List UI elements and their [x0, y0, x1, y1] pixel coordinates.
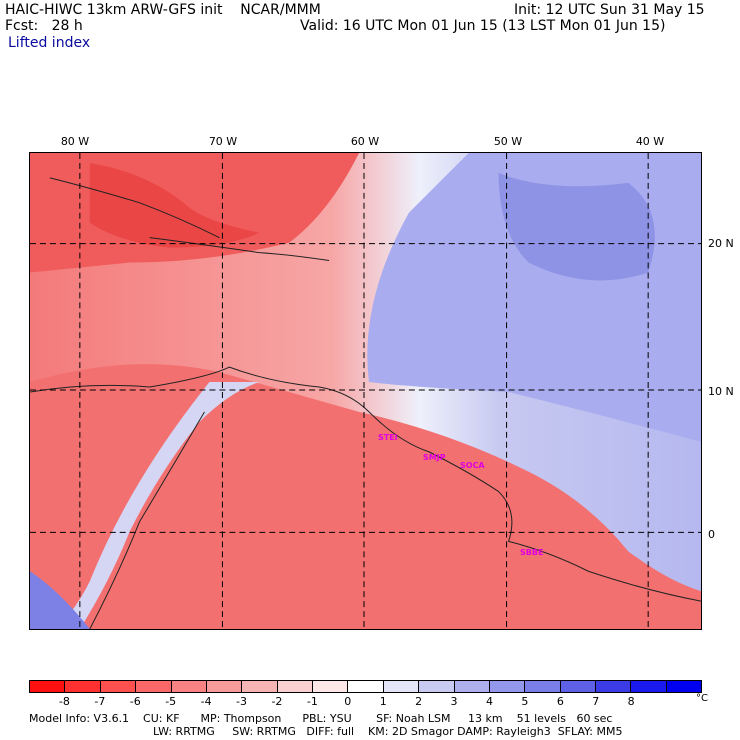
map-field-svg [30, 153, 701, 629]
colorbar-swatch [525, 681, 561, 692]
colorbar-swatch [65, 681, 101, 692]
colorbar-swatch [631, 681, 667, 692]
colorbar-tick-label: -4 [200, 695, 212, 708]
colorbar-swatch [419, 681, 455, 692]
model-info-line1: Model Info: V3.6.1 CU: KF MP: Thompson P… [29, 712, 613, 725]
lon-label-40w: 40 W [635, 135, 665, 148]
pacific-stable-region [30, 571, 90, 629]
colorbar-swatch [30, 681, 66, 692]
colorbar-tick-label: 1 [379, 695, 387, 708]
colorbar-unit: °C [696, 693, 708, 704]
colorbar-tick-label: 7 [592, 695, 600, 708]
colorbar [29, 680, 702, 693]
colorbar-swatch [596, 681, 632, 692]
colorbar-swatch [454, 681, 490, 692]
colorbar-swatch [666, 681, 702, 692]
colorbar-tick-label: -6 [129, 695, 141, 708]
colorbar-tick-label: -1 [306, 695, 318, 708]
colorbar-tick-label: -3 [236, 695, 247, 708]
colorbar-tick-label: -2 [271, 695, 283, 708]
graticule [30, 153, 701, 629]
lat-label-0: 0 [708, 528, 715, 541]
colorbar-swatch [277, 681, 313, 692]
colorbar-swatch [100, 681, 137, 692]
station-stei: STEI [378, 433, 398, 442]
lat-label-20n: 20 N [708, 237, 734, 250]
valid-time: Valid: 16 UTC Mon 01 Jun 15 (13 LST Mon … [300, 18, 666, 34]
colorbar-swatch [242, 681, 278, 692]
colorbar-tick-label: 4 [485, 695, 493, 708]
colorbar-swatch [489, 681, 526, 692]
lat-label-10n: 10 N [708, 385, 734, 398]
station-sbbe: SBBE [520, 548, 544, 557]
atlantic-very-stable [498, 172, 655, 281]
andes-stable-strip [49, 382, 260, 629]
init-time: Init: 12 UTC Sun 31 May 15 [514, 2, 705, 18]
colorbar-tick-label: -8 [58, 695, 70, 708]
station-smjp: SMJP [423, 453, 446, 462]
map-title: HAIC-HIWC 13km ARW-GFS init NCAR/MMM [5, 2, 321, 18]
colorbar-tick-label: 8 [627, 695, 635, 708]
coastlines [30, 177, 701, 629]
colorbar-swatch [383, 681, 420, 692]
colorbar-swatch [206, 681, 243, 692]
model-info-line2: LW: RRTMG SW: RRTMG DIFF: full KM: 2D Sm… [153, 725, 623, 738]
colorbar-tick-label: 3 [450, 695, 458, 708]
lon-label-50w: 50 W [493, 135, 523, 148]
colorbar-swatch [171, 681, 207, 692]
colorbar-swatch [560, 681, 596, 692]
lon-label-60w: 60 W [350, 135, 380, 148]
colorbar-swatch [136, 681, 172, 692]
south-america-field [30, 364, 701, 629]
colorbar-tick-label: -5 [165, 695, 177, 708]
field-name: Lifted index [8, 35, 91, 51]
lon-label-70w: 70 W [208, 135, 238, 148]
station-soca: SOCA [460, 461, 485, 470]
colorbar-tick-label: -7 [94, 695, 106, 708]
colorbar-swatch [313, 681, 349, 692]
colorbar-tick-label: 5 [521, 695, 529, 708]
colorbar-swatch [348, 681, 384, 692]
forecast-hour: Fcst: 28 h [5, 18, 83, 34]
colorbar-tick-label: 6 [556, 695, 564, 708]
lifted-index-map: STEI SMJP SOCA SBBE [29, 152, 702, 630]
lon-label-80w: 80 W [60, 135, 90, 148]
colorbar-tick-label: 0 [344, 695, 352, 708]
colorbar-tick-label: 2 [415, 695, 423, 708]
hispaniola-region [89, 162, 260, 248]
